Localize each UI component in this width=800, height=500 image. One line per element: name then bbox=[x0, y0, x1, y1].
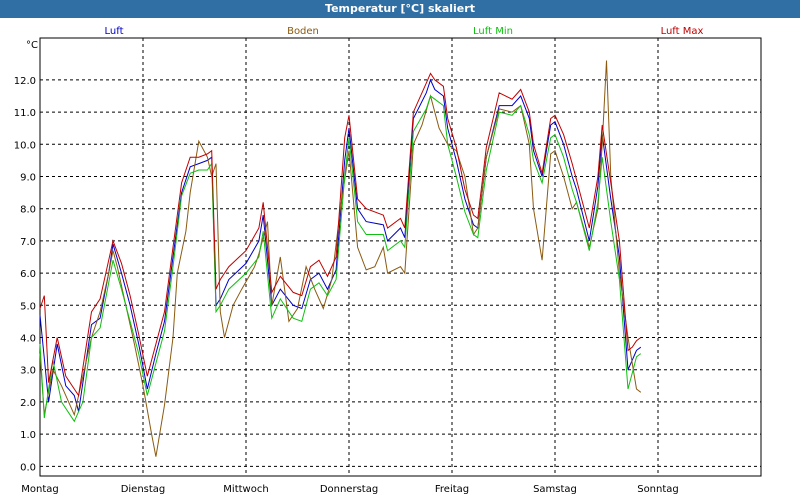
y-tick-label: 5.0 bbox=[20, 301, 36, 312]
legend: Luft Boden Luft Min Luft Max bbox=[105, 26, 704, 37]
y-tick-label: 12.0 bbox=[14, 76, 36, 87]
y-axis-unit: °C bbox=[26, 40, 38, 51]
series-line-luft bbox=[39, 78, 642, 412]
series-lines bbox=[39, 60, 642, 457]
series-line-boden bbox=[39, 60, 642, 457]
y-tick-label: 1.0 bbox=[20, 430, 36, 441]
day-label: Donnerstag bbox=[320, 484, 378, 495]
y-tick-label: 7.0 bbox=[20, 237, 36, 248]
legend-item-luft-min: Luft Min bbox=[473, 26, 513, 37]
y-tick-label: 8.0 bbox=[20, 205, 36, 216]
y-tick-label: 11.0 bbox=[14, 108, 36, 119]
plot-area bbox=[39, 37, 762, 477]
y-tick-label: 10.0 bbox=[14, 140, 36, 151]
x-axis: Montag11.03.19Dienstag12.03.19Mittwoch13… bbox=[21, 484, 679, 495]
series-line-luft-min bbox=[39, 95, 642, 423]
y-tick-label: 3.0 bbox=[20, 366, 36, 377]
y-tick-label: 2.0 bbox=[20, 398, 36, 409]
legend-item-luft-max: Luft Max bbox=[661, 26, 704, 37]
y-tick-label: 9.0 bbox=[20, 172, 36, 183]
legend-item-luft: Luft bbox=[105, 26, 124, 37]
day-label: Freitag bbox=[435, 484, 469, 495]
legend-item-boden: Boden bbox=[287, 26, 319, 37]
y-tick-label: 6.0 bbox=[20, 269, 36, 280]
day-label: Dienstag bbox=[121, 484, 166, 495]
chart: 0.0 1.0 2.0 3.0 4.0 5.0 6.0 7.0 8.0 9.0 10.0 11.0 12… bbox=[14, 26, 762, 495]
y-axis: 0.0 1.0 2.0 3.0 4.0 5.0 6.0 7.0 8.0 9.0 10.0 11.0 12… bbox=[14, 76, 36, 473]
y-tick-label: 0.0 bbox=[20, 462, 36, 473]
y-tick-label: 4.0 bbox=[20, 334, 36, 345]
day-label: Montag bbox=[21, 484, 58, 495]
day-label: Samstag bbox=[533, 484, 577, 495]
series-line-luft-max bbox=[39, 72, 642, 397]
day-label: Mittwoch bbox=[223, 484, 268, 495]
window-title: Temperatur [°C] skaliert bbox=[0, 0, 800, 18]
day-label: Sonntag bbox=[637, 484, 679, 495]
grid bbox=[40, 38, 761, 476]
